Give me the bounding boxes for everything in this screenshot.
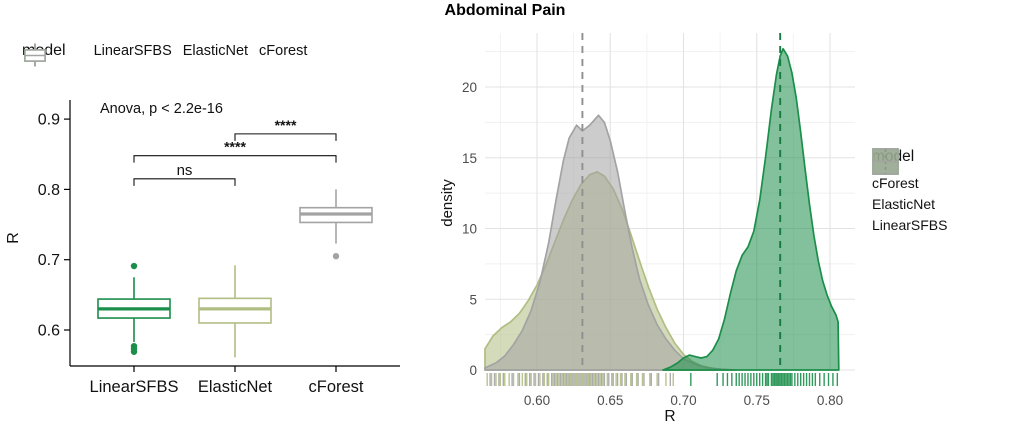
legend-item-label: LinearSFBS — [93, 43, 172, 59]
legend-item-label: ElasticNet — [872, 196, 936, 212]
boxplot-legend: model LinearSFBS ElasticNet cForest — [22, 42, 318, 67]
legend-item-label: LinearSFBS — [872, 217, 948, 233]
svg-text:0.6: 0.6 — [38, 323, 60, 340]
svg-text:0.7: 0.7 — [38, 252, 60, 269]
svg-text:0.70: 0.70 — [670, 393, 696, 408]
svg-text:10: 10 — [462, 222, 477, 237]
svg-text:ElasticNet: ElasticNet — [198, 378, 273, 396]
svg-text:0.75: 0.75 — [744, 393, 770, 408]
svg-text:R: R — [5, 232, 22, 244]
svg-text:0.80: 0.80 — [817, 393, 843, 408]
svg-text:0: 0 — [469, 363, 477, 378]
legend-item-linearsfbs: LinearSFBS — [872, 148, 948, 233]
svg-text:****: **** — [275, 117, 297, 133]
svg-text:ns: ns — [177, 162, 193, 179]
density-legend: model cForest ElasticNet LinearSFBS — [872, 148, 947, 238]
legend-item-elasticnet: ElasticNet — [872, 148, 947, 212]
svg-text:5: 5 — [469, 292, 477, 307]
legend-item-label: cForest — [259, 43, 308, 59]
density-swatch-icon — [872, 148, 899, 175]
svg-text:0.9: 0.9 — [38, 112, 60, 129]
legend-item-elasticnet: ElasticNet — [24, 43, 249, 67]
svg-text:Anova, p < 2.2e-16: Anova, p < 2.2e-16 — [100, 101, 223, 117]
legend-item-cforest: cForest — [24, 43, 308, 67]
legend-item-label: ElasticNet — [182, 43, 249, 59]
svg-text:density: density — [439, 179, 456, 227]
legend-item-cforest: cForest — [872, 148, 947, 191]
boxplot-glyph-icon — [24, 43, 46, 67]
svg-text:R: R — [664, 408, 675, 424]
svg-text:20: 20 — [462, 80, 477, 95]
svg-text:0.65: 0.65 — [597, 393, 623, 408]
svg-text:cForest: cForest — [308, 378, 363, 396]
legend-item-linearsfbs: LinearSFBS — [24, 43, 172, 67]
svg-text:0.8: 0.8 — [38, 182, 60, 199]
svg-text:LinearSFBS: LinearSFBS — [90, 378, 179, 396]
svg-text:15: 15 — [462, 151, 477, 166]
svg-text:0.60: 0.60 — [524, 393, 550, 408]
figure-title: Abdominal Pain — [444, 2, 566, 19]
boxplot-panel: 0.6 0.7 0.8 0.9 LinearSFBS ElasticNet cForest R… — [5, 100, 400, 396]
svg-text:****: **** — [224, 139, 246, 155]
legend-item-label: cForest — [872, 175, 919, 191]
